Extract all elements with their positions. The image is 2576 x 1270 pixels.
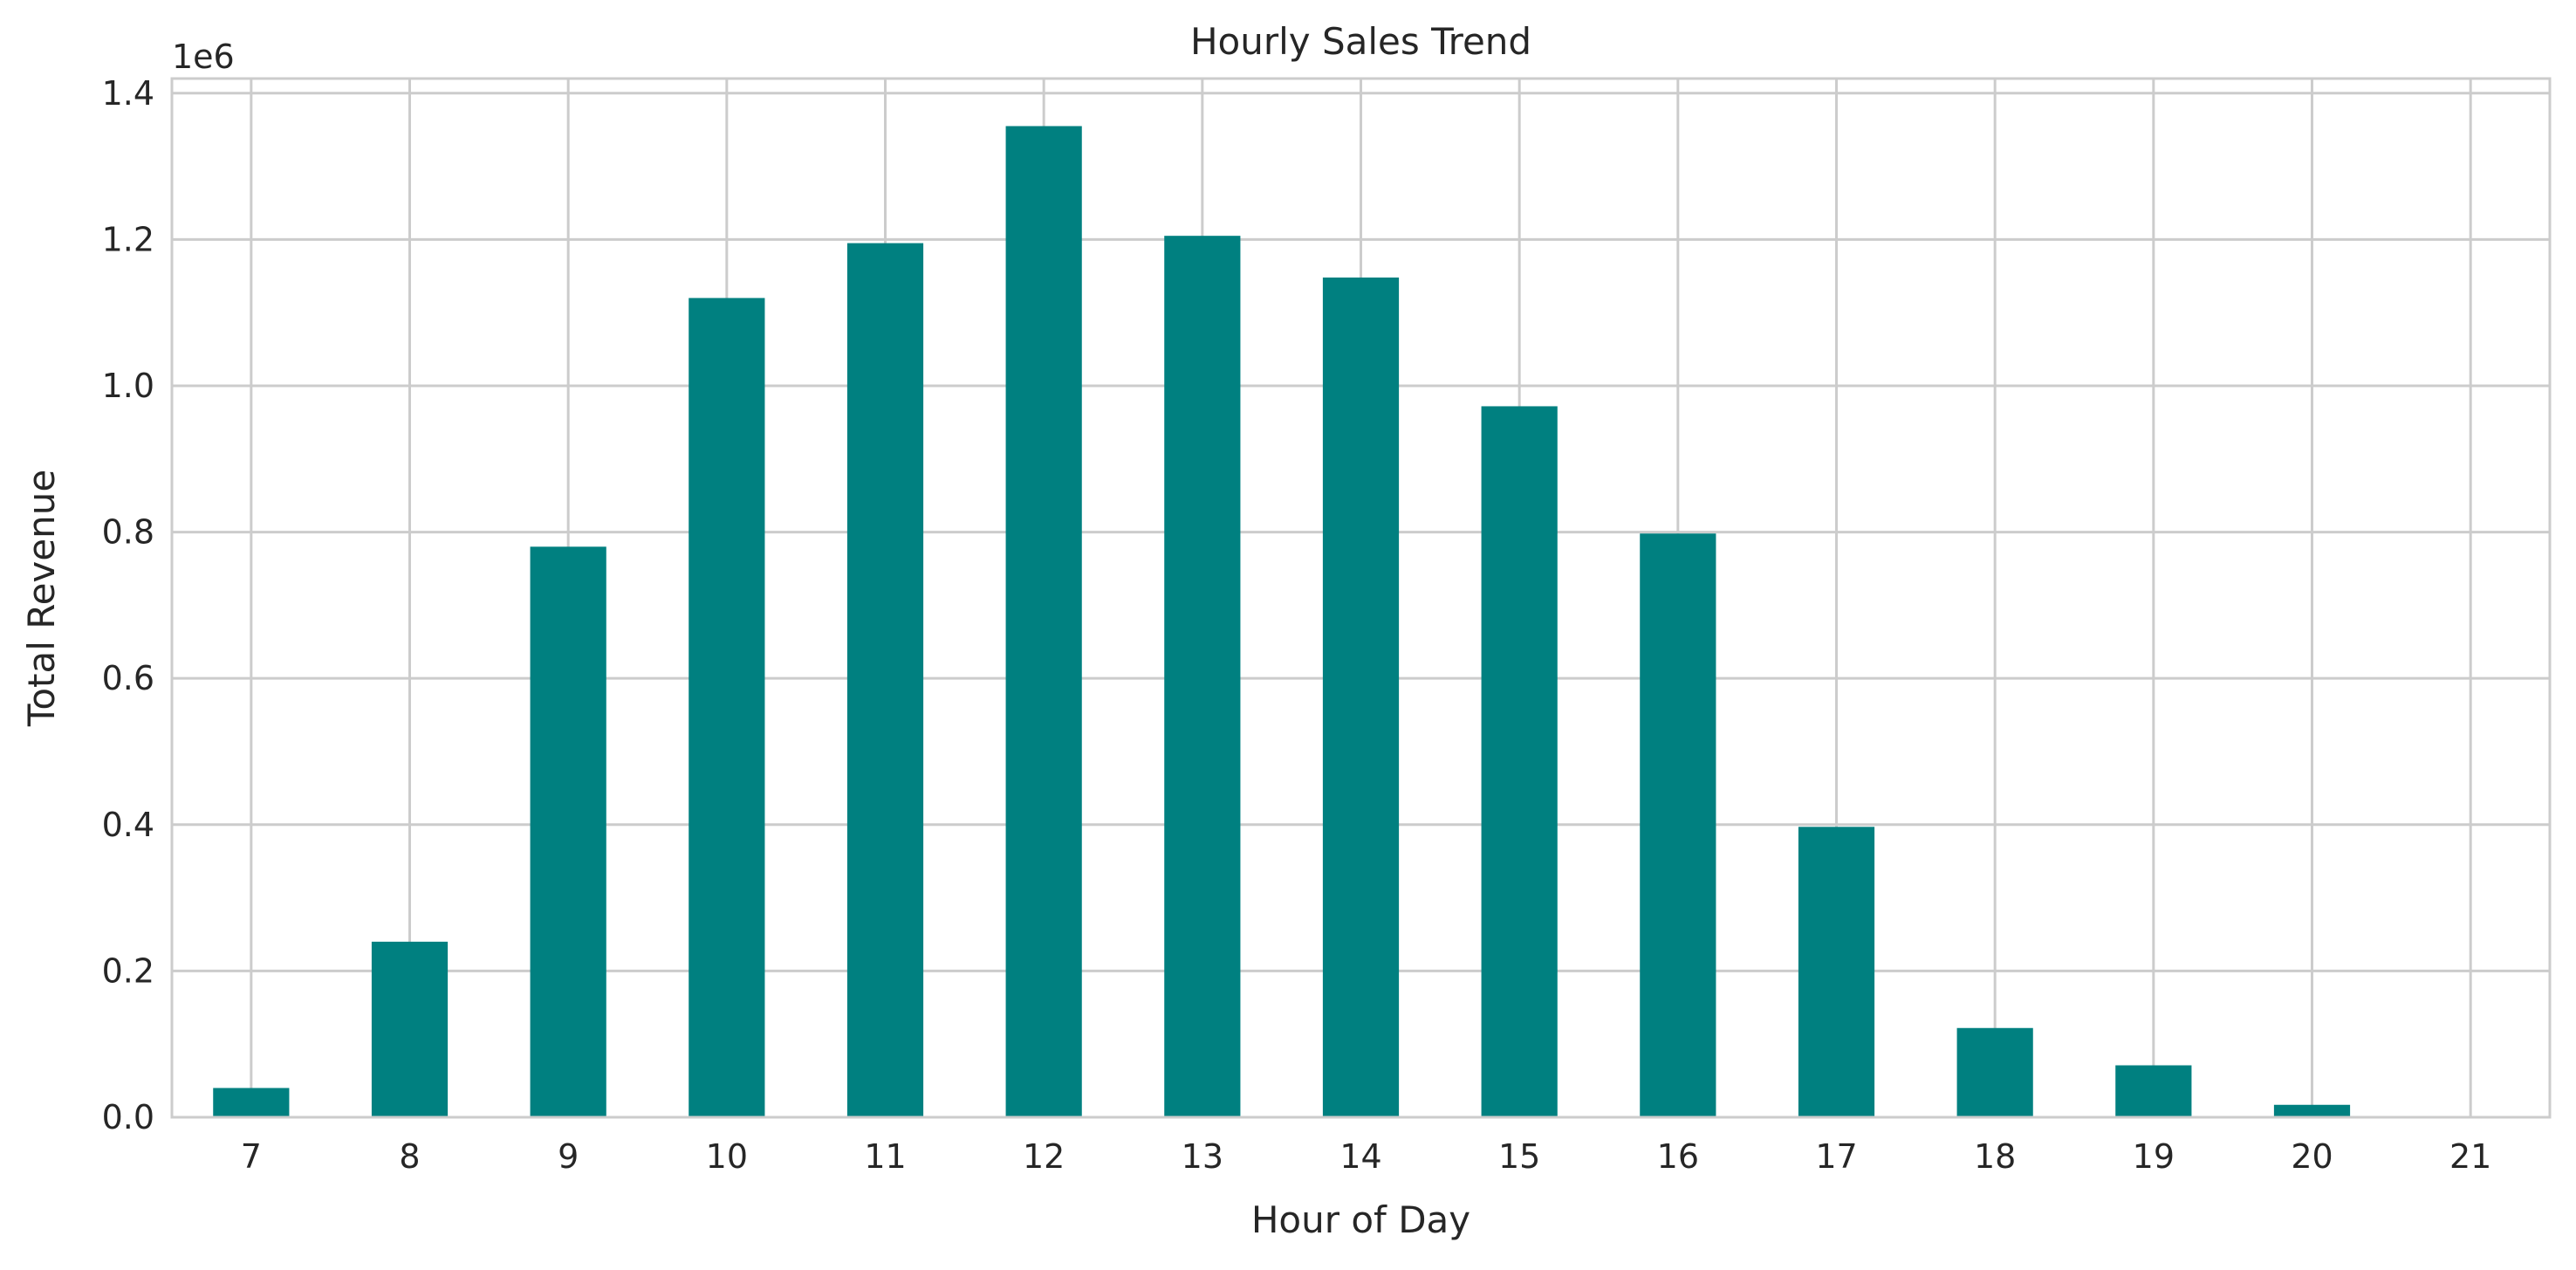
y-axis-offset-text: 1e6 — [172, 38, 235, 76]
bars — [213, 126, 2351, 1118]
bar-hour-16 — [1640, 533, 1716, 1117]
x-tick-label: 18 — [1974, 1137, 2016, 1176]
bar-hour-20 — [2273, 1104, 2351, 1117]
x-tick-label: 7 — [241, 1137, 262, 1176]
x-tick-label: 15 — [1498, 1137, 1540, 1176]
y-tick-label: 1.4 — [102, 74, 154, 113]
bar-hour-11 — [846, 243, 924, 1117]
x-tick-label: 13 — [1182, 1137, 1223, 1176]
y-tick-label: 1.2 — [102, 220, 154, 258]
x-axis-label: Hour of Day — [1251, 1198, 1470, 1241]
y-tick-label: 0.2 — [102, 951, 154, 990]
y-tick-labels: 0.0 0.2 0.4 0.6 0.8 1.0 1.2 1.4 — [102, 74, 154, 1136]
chart-title: Hourly Sales Trend — [1190, 20, 1531, 63]
bar-hour-14 — [1322, 277, 1400, 1117]
bar-hour-12 — [1005, 126, 1082, 1118]
y-tick-label: 0.6 — [102, 659, 154, 697]
x-tick-label: 12 — [1023, 1137, 1065, 1176]
bar-hour-13 — [1164, 236, 1241, 1118]
x-tick-label: 10 — [706, 1137, 748, 1176]
plot-frame — [170, 77, 2552, 1119]
bar-hour-9 — [530, 546, 606, 1117]
x-tick-label: 17 — [1815, 1137, 1857, 1176]
bar-hour-17 — [1798, 827, 1875, 1117]
x-tick-label: 19 — [2133, 1137, 2175, 1176]
y-axis-label: Total Revenue — [20, 470, 63, 727]
y-tick-label: 0.4 — [102, 806, 154, 844]
x-tick-label: 16 — [1657, 1137, 1699, 1176]
y-tick-label: 1.0 — [102, 367, 154, 405]
bar-hour-7 — [213, 1088, 290, 1117]
x-tick-label: 21 — [2449, 1137, 2491, 1176]
y-tick-label: 0.8 — [102, 513, 154, 552]
y-tick-label: 0.0 — [102, 1098, 154, 1136]
bar-hour-15 — [1481, 406, 1558, 1117]
bar-hour-18 — [1956, 1027, 2033, 1117]
x-tick-label: 11 — [864, 1137, 906, 1176]
bar-hour-8 — [371, 941, 449, 1117]
x-tick-label: 20 — [2291, 1137, 2333, 1176]
bar-hour-19 — [2115, 1065, 2192, 1117]
x-tick-label: 14 — [1339, 1137, 1381, 1176]
x-tick-label: 9 — [558, 1137, 579, 1176]
x-tick-labels: 7 8 9 10 11 12 13 14 15 16 17 18 19 20 21 — [241, 1137, 2492, 1176]
x-tick-label: 8 — [399, 1137, 420, 1176]
bar-hour-10 — [689, 298, 765, 1117]
